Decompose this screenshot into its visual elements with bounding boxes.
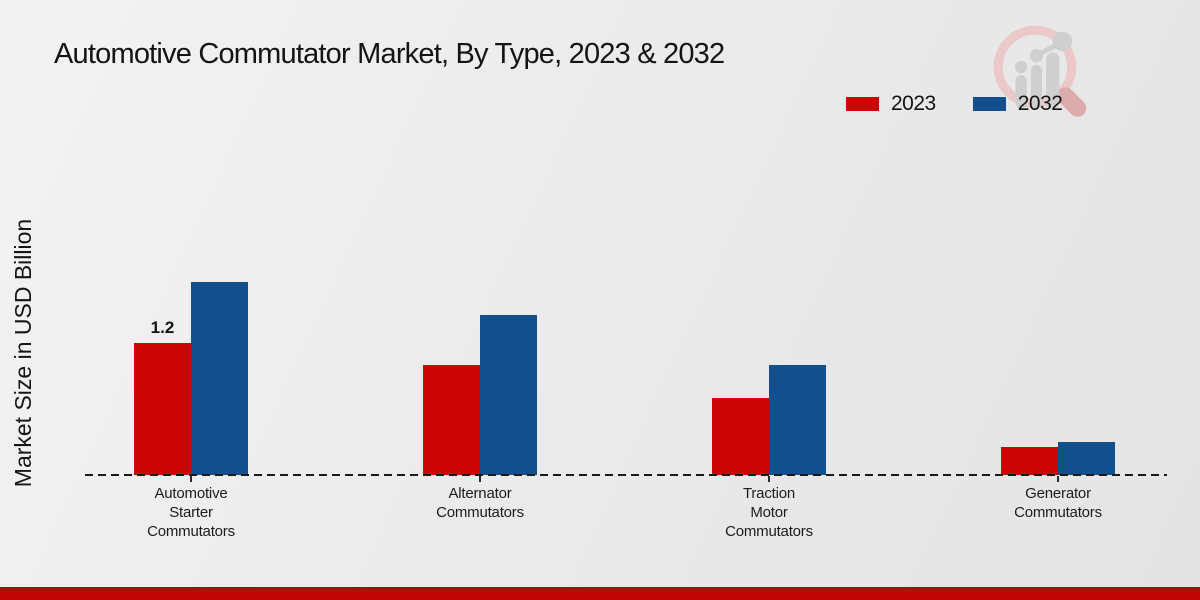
x-category-label-automotive-starter-commutators: Automotive Starter Commutators [147, 485, 235, 540]
x-axis-tick [1057, 476, 1059, 482]
brand-logo-watermark-icon [993, 25, 1087, 117]
x-axis-tick [768, 476, 770, 482]
bar-2032-automotive-starter-commutators [191, 282, 248, 475]
footer-bar [0, 587, 1200, 600]
legend-label-2023: 2023 [891, 92, 936, 115]
legend-item-2023: 2023 [845, 92, 936, 116]
legend-item-2032: 2032 [971, 92, 1063, 116]
x-axis-tick [479, 476, 481, 482]
x-axis-baseline [85, 474, 1167, 476]
bar-2023-automotive-starter-commutators [134, 343, 191, 475]
legend-label-2032: 2032 [1017, 92, 1063, 115]
bar-2032-alternator-commutators [480, 315, 537, 475]
x-category-label-generator-commutators: Generator Commutators [1014, 485, 1102, 521]
legend-swatch-2023 [845, 96, 880, 112]
chart-title: Automotive Commutator Market, By Type, 2… [54, 38, 725, 70]
x-category-label-alternator-commutators: Alternator Commutators [436, 485, 524, 521]
bar-2023-alternator-commutators [423, 365, 480, 475]
bar-2023-generator-commutators [1001, 447, 1058, 475]
legend-swatch-2032 [971, 96, 1007, 112]
bar-2023-traction-motor-commutators [712, 398, 769, 475]
bar-value-label: 1.2 [150, 318, 175, 337]
legend: 2023 2032 [845, 92, 1063, 116]
bar-2032-generator-commutators [1058, 442, 1115, 475]
x-category-label-traction-motor-commutators: Traction Motor Commutators [725, 485, 813, 540]
y-axis-label: Market Size in USD Billion [10, 218, 36, 488]
bar-2032-traction-motor-commutators [769, 365, 826, 475]
x-axis-tick [190, 476, 192, 482]
